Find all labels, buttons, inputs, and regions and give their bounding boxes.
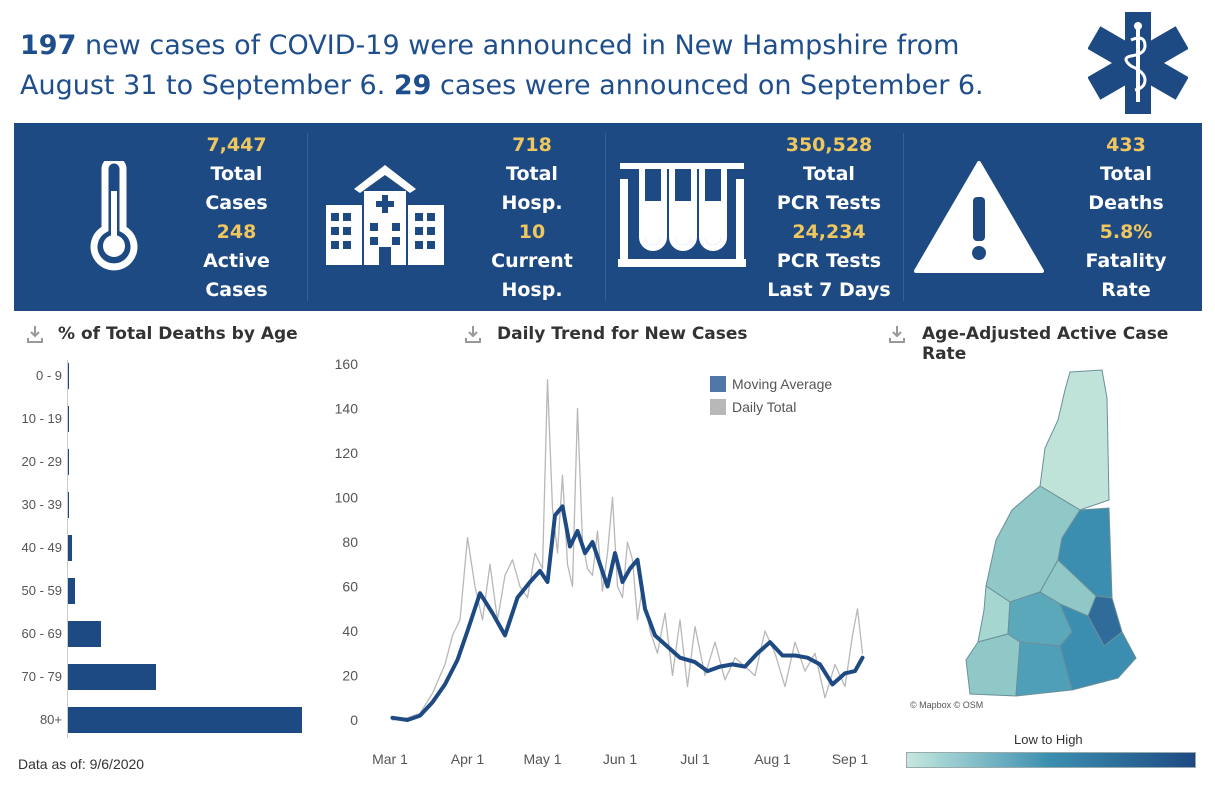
headline: 197 new cases of COVID-19 were announced… bbox=[20, 26, 1060, 106]
total-cases-label-2: Cases bbox=[205, 192, 268, 214]
total-hosp-value: 718 bbox=[512, 134, 552, 156]
kpi-tests: 350,528 Total PCR Tests 24,234 PCR Tests… bbox=[762, 131, 896, 305]
x-tick-label: Aug 1 bbox=[754, 751, 791, 767]
total-deaths-value: 433 bbox=[1106, 134, 1146, 156]
banner-divider bbox=[903, 133, 904, 301]
age-label: 40 - 49 bbox=[21, 540, 62, 555]
y-tick-label: 60 bbox=[342, 579, 358, 595]
download-icon[interactable] bbox=[464, 324, 482, 344]
map-title: Age-Adjusted Active Case Rate bbox=[922, 324, 1169, 364]
county-hillsborough[interactable] bbox=[1015, 641, 1073, 697]
y-tick-label: 40 bbox=[342, 623, 358, 639]
county-coos[interactable] bbox=[1039, 369, 1110, 511]
age-bar[interactable] bbox=[68, 449, 69, 475]
y-tick-label: 20 bbox=[342, 668, 358, 684]
age-bar[interactable] bbox=[68, 363, 69, 389]
daily-trend-chart: 0 20 40 60 80 100 120 140 160 Mar 1 Apr 1 May 1 Jun … bbox=[335, 356, 869, 767]
deaths-by-age-title: % of Total Deaths by Age bbox=[58, 324, 298, 344]
age-label: 80+ bbox=[39, 712, 62, 727]
x-tick-label: Jun 1 bbox=[603, 751, 637, 767]
total-tests-label-2: PCR Tests bbox=[776, 192, 882, 214]
warning-icon bbox=[914, 161, 1044, 273]
test-tubes-icon bbox=[618, 163, 746, 267]
thermometer-icon bbox=[90, 161, 138, 271]
fatality-rate-label-1: Fatality bbox=[1085, 250, 1167, 272]
fatality-rate-label-2: Rate bbox=[1101, 279, 1151, 301]
x-tick-label: Sep 1 bbox=[832, 751, 869, 767]
age-bar[interactable] bbox=[68, 621, 102, 647]
age-bar[interactable] bbox=[68, 664, 156, 690]
kpi-cases: 7,447 Total Cases 248 Active Cases bbox=[184, 131, 289, 305]
legend-label: Moving Average bbox=[732, 376, 832, 392]
trend-title: Daily Trend for New Cases bbox=[497, 324, 748, 344]
age-axis-line bbox=[67, 360, 68, 738]
active-cases-label-2: Cases bbox=[205, 279, 268, 301]
headline-new-cases: 197 bbox=[20, 30, 77, 61]
data-as-of: Data as of: 9/6/2020 bbox=[18, 756, 145, 772]
current-hosp-value: 10 bbox=[518, 221, 546, 243]
fatality-rate-value: 5.8% bbox=[1099, 221, 1153, 243]
tests-7-days-label-1: PCR Tests bbox=[776, 250, 882, 272]
headline-text-1: new cases of COVID-19 were announced in … bbox=[20, 30, 960, 101]
x-tick-label: Apr 1 bbox=[451, 751, 485, 767]
y-tick-label: 140 bbox=[335, 401, 359, 417]
star-of-life-icon bbox=[1088, 12, 1188, 114]
active-cases-value: 248 bbox=[216, 221, 257, 243]
age-bar[interactable] bbox=[68, 406, 69, 432]
moving-average-line[interactable] bbox=[390, 504, 865, 722]
y-tick-label: 100 bbox=[335, 490, 359, 506]
nh-county-map[interactable] bbox=[900, 360, 1150, 700]
x-tick-label: Jul 1 bbox=[680, 751, 710, 767]
age-label: 10 - 19 bbox=[21, 411, 62, 426]
total-hosp-label-2: Hosp. bbox=[501, 192, 563, 214]
age-bar[interactable] bbox=[68, 492, 69, 518]
total-deaths-label-2: Deaths bbox=[1088, 192, 1164, 214]
headline-text-2: cases were announced on September 6. bbox=[431, 70, 984, 101]
banner-divider bbox=[605, 133, 606, 301]
banner-divider bbox=[307, 133, 308, 301]
county-cheshire[interactable] bbox=[965, 633, 1021, 697]
color-scale bbox=[906, 752, 1196, 768]
current-hosp-label-2: Hosp. bbox=[501, 279, 563, 301]
y-tick-label: 120 bbox=[335, 445, 359, 461]
total-cases-value: 7,447 bbox=[206, 134, 267, 156]
kpi-banner: 7,447 Total Cases 248 Active Cases 718 bbox=[14, 123, 1202, 311]
headline-day-cases: 29 bbox=[393, 70, 432, 101]
daily-total-line[interactable] bbox=[391, 378, 864, 721]
total-cases-label-1: Total bbox=[210, 163, 263, 185]
kpi-hospitalizations: 718 Total Hosp. 10 Current Hosp. bbox=[482, 131, 582, 305]
active-cases-label-1: Active bbox=[203, 250, 270, 272]
legend-swatch bbox=[710, 399, 726, 415]
tests-7-days-value: 24,234 bbox=[792, 221, 866, 243]
legend-label: Daily Total bbox=[732, 399, 796, 415]
y-tick-label: 0 bbox=[350, 712, 358, 728]
tests-7-days-label-2: Last 7 Days bbox=[767, 279, 891, 301]
age-label: 0 - 9 bbox=[35, 368, 62, 383]
download-icon[interactable] bbox=[888, 324, 906, 344]
age-bar[interactable] bbox=[68, 707, 302, 733]
age-bar[interactable] bbox=[68, 535, 72, 561]
y-tick-label: 160 bbox=[335, 356, 359, 372]
color-scale-label: Low to High bbox=[1014, 732, 1083, 747]
age-label: 60 - 69 bbox=[21, 626, 62, 641]
y-tick-label: 80 bbox=[342, 534, 358, 550]
county-rockingham[interactable] bbox=[1059, 603, 1137, 691]
kpi-deaths: 433 Total Deaths 5.8% Fatality Rate bbox=[1076, 131, 1176, 305]
total-tests-value: 350,528 bbox=[785, 134, 873, 156]
age-label: 30 - 39 bbox=[21, 497, 62, 512]
total-tests-label-1: Total bbox=[803, 163, 855, 185]
hospital-icon bbox=[326, 165, 444, 265]
current-hosp-label-1: Current bbox=[491, 250, 573, 272]
total-hosp-label-1: Total bbox=[506, 163, 558, 185]
x-tick-label: Mar 1 bbox=[372, 751, 408, 767]
age-bar[interactable] bbox=[68, 578, 76, 604]
download-icon[interactable] bbox=[26, 324, 44, 344]
x-tick-label: May 1 bbox=[523, 751, 561, 767]
age-label: 50 - 59 bbox=[21, 583, 62, 598]
total-deaths-label-1: Total bbox=[1100, 163, 1152, 185]
legend-swatch bbox=[710, 376, 726, 392]
age-label: 70 - 79 bbox=[21, 669, 62, 684]
map-credit: © Mapbox © OSM bbox=[910, 700, 984, 710]
age-label: 20 - 29 bbox=[21, 454, 62, 469]
